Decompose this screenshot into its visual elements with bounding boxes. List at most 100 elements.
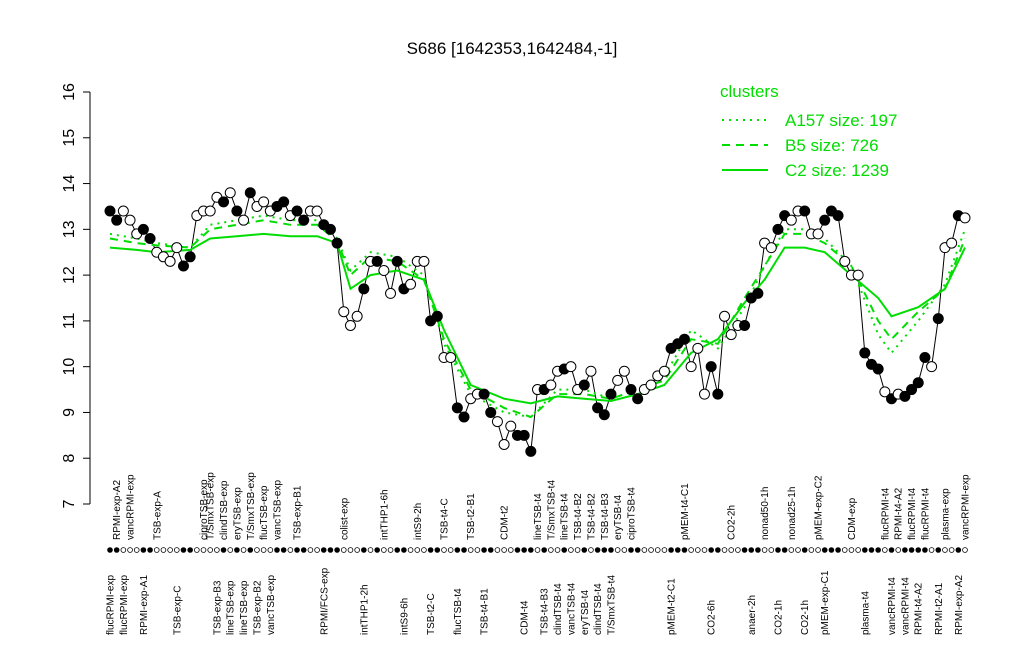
x-tick-label: pMEM-t4-C1 <box>680 483 691 540</box>
x-tick-label: intTHP1-2h <box>359 584 370 635</box>
data-point <box>812 228 824 240</box>
data-point <box>171 242 183 254</box>
data-point <box>298 214 310 226</box>
sample-marker <box>153 547 160 553</box>
x-tick-label: plasma-exp <box>940 488 951 540</box>
x-tick-label: T/SmxTSB-t4 <box>546 480 557 540</box>
data-point <box>765 242 777 254</box>
data-point <box>458 411 470 423</box>
sample-marker <box>294 547 300 553</box>
data-point <box>785 214 797 226</box>
sample-marker <box>888 547 895 553</box>
sample-marker <box>320 547 327 553</box>
data-point <box>164 255 176 267</box>
x-tick-label: ciproTSB-exp <box>199 479 210 540</box>
sample-marker <box>280 547 287 553</box>
sample-marker <box>841 547 848 553</box>
data-point <box>204 205 216 217</box>
sample-marker <box>300 547 307 553</box>
data-point <box>819 214 831 226</box>
sample-marker <box>334 547 340 553</box>
data-point <box>338 306 350 318</box>
sample-marker <box>207 547 213 553</box>
y-tick-label: 14 <box>61 175 78 193</box>
data-point <box>752 287 764 299</box>
sample-marker <box>260 547 267 553</box>
data-point <box>578 379 590 391</box>
x-tick-label: anaer-2h <box>747 595 758 635</box>
x-tick-label: flucRPMI-exp <box>106 575 117 635</box>
x-tick-label: T/SmxTSB-t4 <box>606 575 617 635</box>
x-tick-label: clindTSB-t4 <box>553 583 564 635</box>
data-point <box>231 205 243 217</box>
x-tick-label: TSB-exp-B2 <box>252 580 263 635</box>
data-point <box>291 205 303 217</box>
sample-marker <box>140 547 147 553</box>
sample-marker <box>695 547 701 553</box>
sample-marker <box>120 547 127 553</box>
data-point <box>378 265 390 277</box>
data-point <box>525 445 537 457</box>
data-point <box>451 402 463 414</box>
x-tick-label: RPMI-exp-A2 <box>954 575 965 635</box>
sample-marker <box>641 547 648 553</box>
sample-marker <box>621 547 628 553</box>
data-point <box>491 416 503 428</box>
sample-marker <box>688 547 694 553</box>
x-tick-label: TSB-exp-B3 <box>212 580 223 635</box>
data-point <box>478 388 490 400</box>
data-point <box>371 255 383 267</box>
data-point <box>799 205 811 217</box>
sample-marker <box>401 547 407 553</box>
sample-marker <box>327 547 334 553</box>
sample-marker <box>147 547 153 553</box>
sample-marker <box>113 547 120 553</box>
x-tick-label: TSB-t2-C <box>426 593 437 635</box>
sample-marker <box>214 547 220 553</box>
sample-marker <box>274 547 280 553</box>
sample-marker <box>314 547 320 553</box>
y-tick-label: 8 <box>61 454 78 463</box>
cluster-line <box>109 232 966 405</box>
sample-marker <box>354 547 360 553</box>
x-tick-label: eryTSB-exp <box>232 487 243 540</box>
sample-marker <box>541 547 547 553</box>
x-tick-label: CDM-t2 <box>500 505 511 540</box>
data-point <box>385 287 397 299</box>
data-point <box>839 255 851 267</box>
x-tick-label: colist-exp <box>339 497 350 540</box>
sample-marker <box>781 547 788 553</box>
sample-marker <box>173 547 180 553</box>
sample-marker <box>962 547 968 553</box>
data-point <box>912 377 924 389</box>
data-point <box>545 379 557 391</box>
sample-marker <box>601 547 608 553</box>
data-point <box>625 384 637 396</box>
x-tick-label: TSB-exp-A <box>152 491 163 540</box>
sample-marker <box>521 547 527 553</box>
sample-marker <box>461 547 467 553</box>
sample-marker <box>361 547 367 553</box>
data-point <box>906 384 918 396</box>
sample-marker <box>935 547 942 553</box>
sample-marker <box>427 547 434 553</box>
data-point <box>498 438 510 450</box>
legend-label: C2 size: 1239 <box>785 161 889 180</box>
data-point <box>238 214 250 226</box>
sample-marker <box>481 547 487 553</box>
sample-marker <box>748 547 755 553</box>
x-tick-label: clindTSB-t4 <box>593 583 604 635</box>
sample-marker <box>200 547 207 553</box>
sample-marker <box>507 547 514 553</box>
data-point <box>772 223 784 235</box>
x-tick-label: lineTSB-t4 <box>560 493 571 540</box>
x-tick-label: flucRPMI-t4 <box>880 487 891 540</box>
sample-marker <box>581 547 588 553</box>
sample-marker <box>254 547 260 553</box>
x-tick-label: flucTSB-exp <box>259 485 270 540</box>
sample-marker <box>487 547 494 553</box>
x-tick-label: lineTSB-t4 <box>533 493 544 540</box>
sample-marker <box>668 547 674 553</box>
data-point <box>725 329 737 341</box>
data-point <box>899 390 911 402</box>
